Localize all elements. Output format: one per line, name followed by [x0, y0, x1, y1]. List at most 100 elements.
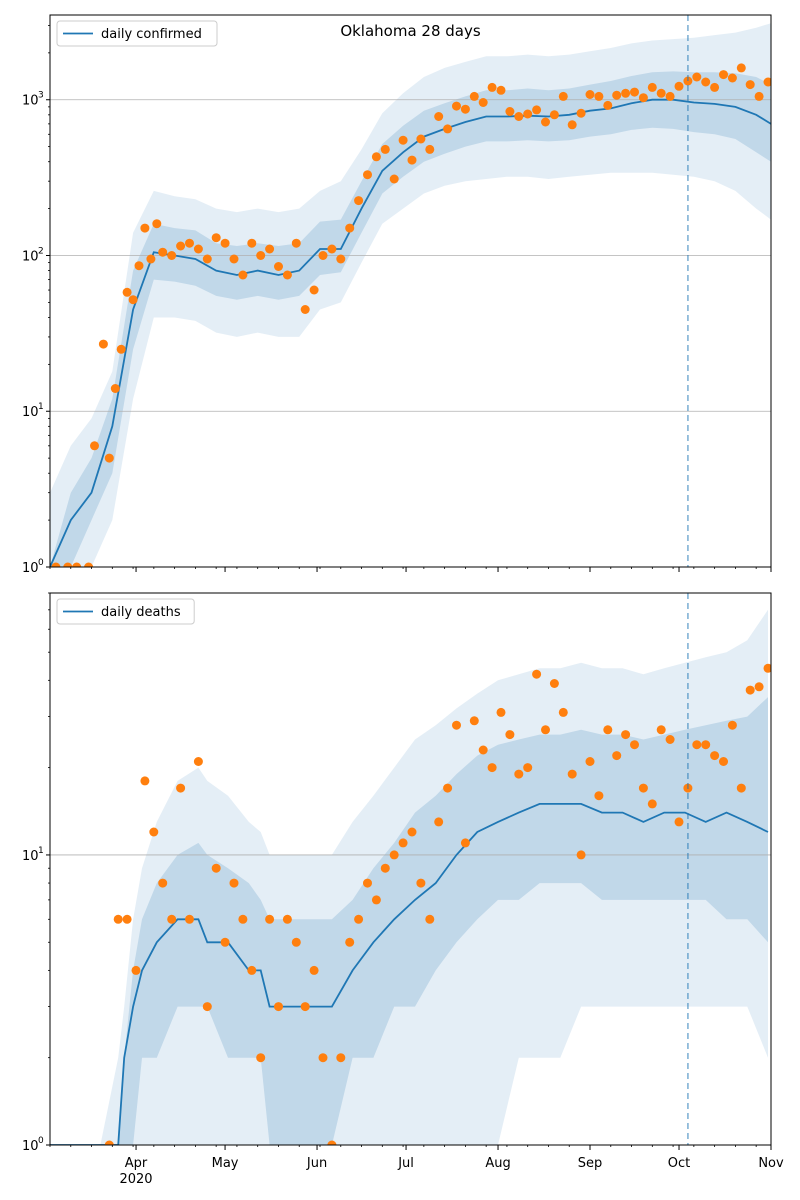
observed-point [247, 238, 257, 248]
observed-point [265, 914, 275, 924]
observed-point [665, 735, 675, 744]
observed-point [674, 81, 684, 91]
observed-point [220, 937, 230, 947]
observed-point [754, 682, 764, 692]
observed-point [496, 85, 506, 95]
observed-point [621, 88, 631, 98]
observed-point [630, 87, 639, 97]
y-tick-exponent: 0 [38, 558, 44, 568]
observed-point [763, 77, 771, 87]
deaths-uncertainty-bands [50, 609, 768, 1145]
observed-point [701, 77, 711, 87]
observed-point [128, 295, 138, 305]
observed-point [274, 262, 283, 271]
observed-point [487, 82, 497, 92]
outer-uncertainty-band [50, 609, 768, 1145]
observed-point [345, 223, 355, 233]
y-tick-label: 10 [22, 94, 39, 109]
observed-point [638, 783, 648, 793]
observed-point [665, 91, 675, 101]
observed-point [727, 73, 737, 83]
observed-point [425, 914, 435, 924]
observed-point [514, 112, 524, 121]
y-tick-label: 10 [22, 405, 39, 420]
observed-point [719, 70, 728, 80]
observed-point [710, 82, 720, 92]
observed-point [327, 244, 337, 254]
y-tick-label: 10 [22, 1139, 39, 1154]
observed-point [140, 223, 150, 233]
observed-point [443, 783, 453, 793]
observed-point [656, 725, 666, 735]
observed-point [167, 251, 177, 260]
observed-point [282, 270, 292, 280]
legend-box [56, 20, 218, 47]
observed-point [363, 878, 372, 888]
observed-point [710, 751, 720, 761]
observed-point [692, 740, 702, 750]
observed-point [193, 244, 203, 254]
observed-point [701, 740, 711, 750]
observed-point [354, 914, 364, 924]
observed-point [158, 878, 168, 888]
deaths-observed-points [104, 663, 771, 1145]
observed-point [594, 91, 604, 101]
observed-point [549, 110, 559, 120]
y-tick-label: 10 [22, 561, 39, 576]
observed-point [719, 757, 728, 766]
observed-point [532, 105, 542, 115]
observed-point [416, 134, 426, 144]
observed-point [300, 305, 310, 314]
observed-point [318, 251, 328, 260]
observed-point [291, 937, 301, 947]
x-tick-label: Aug [485, 1156, 510, 1171]
observed-point [380, 144, 390, 154]
observed-point [523, 109, 533, 119]
y-tick-exponent: 3 [38, 91, 44, 101]
observed-point [505, 107, 515, 116]
observed-point [122, 914, 132, 924]
confirmed-legend: daily confirmed [56, 20, 218, 47]
observed-point [152, 219, 162, 229]
observed-point [612, 751, 622, 761]
observed-point [469, 716, 479, 726]
observed-point [612, 90, 622, 100]
observed-point [567, 769, 577, 779]
observed-point [585, 757, 595, 766]
observed-point [282, 914, 292, 924]
observed-point [460, 104, 470, 114]
observed-point [345, 937, 355, 947]
observed-point [736, 63, 746, 73]
observed-point [149, 827, 159, 837]
observed-point [229, 254, 239, 264]
observed-point [220, 238, 230, 248]
x-tick-label: Oct [668, 1156, 690, 1171]
y-tick-exponent: 0 [38, 1136, 44, 1146]
observed-point [736, 783, 746, 793]
x-tick-label: Jun [306, 1156, 327, 1171]
observed-point [389, 174, 399, 184]
observed-point [211, 233, 221, 243]
x-tick-label: Apr [125, 1156, 148, 1171]
observed-point [84, 562, 94, 567]
y-tick-exponent: 1 [38, 846, 44, 856]
observed-point [167, 914, 177, 924]
observed-point [603, 725, 613, 735]
observed-point [434, 817, 444, 827]
x-tick-label: Nov [758, 1156, 784, 1171]
confirmed-x-ticks [49, 567, 772, 572]
observed-point [140, 776, 150, 786]
deaths-legend: daily deaths [56, 598, 195, 625]
observed-point [300, 1002, 310, 1012]
observed-point [134, 261, 144, 271]
observed-point [51, 562, 61, 567]
observed-point [478, 98, 488, 107]
observed-point [116, 344, 126, 354]
observed-point [176, 783, 186, 793]
observed-point [425, 144, 435, 154]
observed-point [309, 285, 319, 295]
observed-point [416, 878, 426, 888]
observed-point [146, 254, 156, 264]
